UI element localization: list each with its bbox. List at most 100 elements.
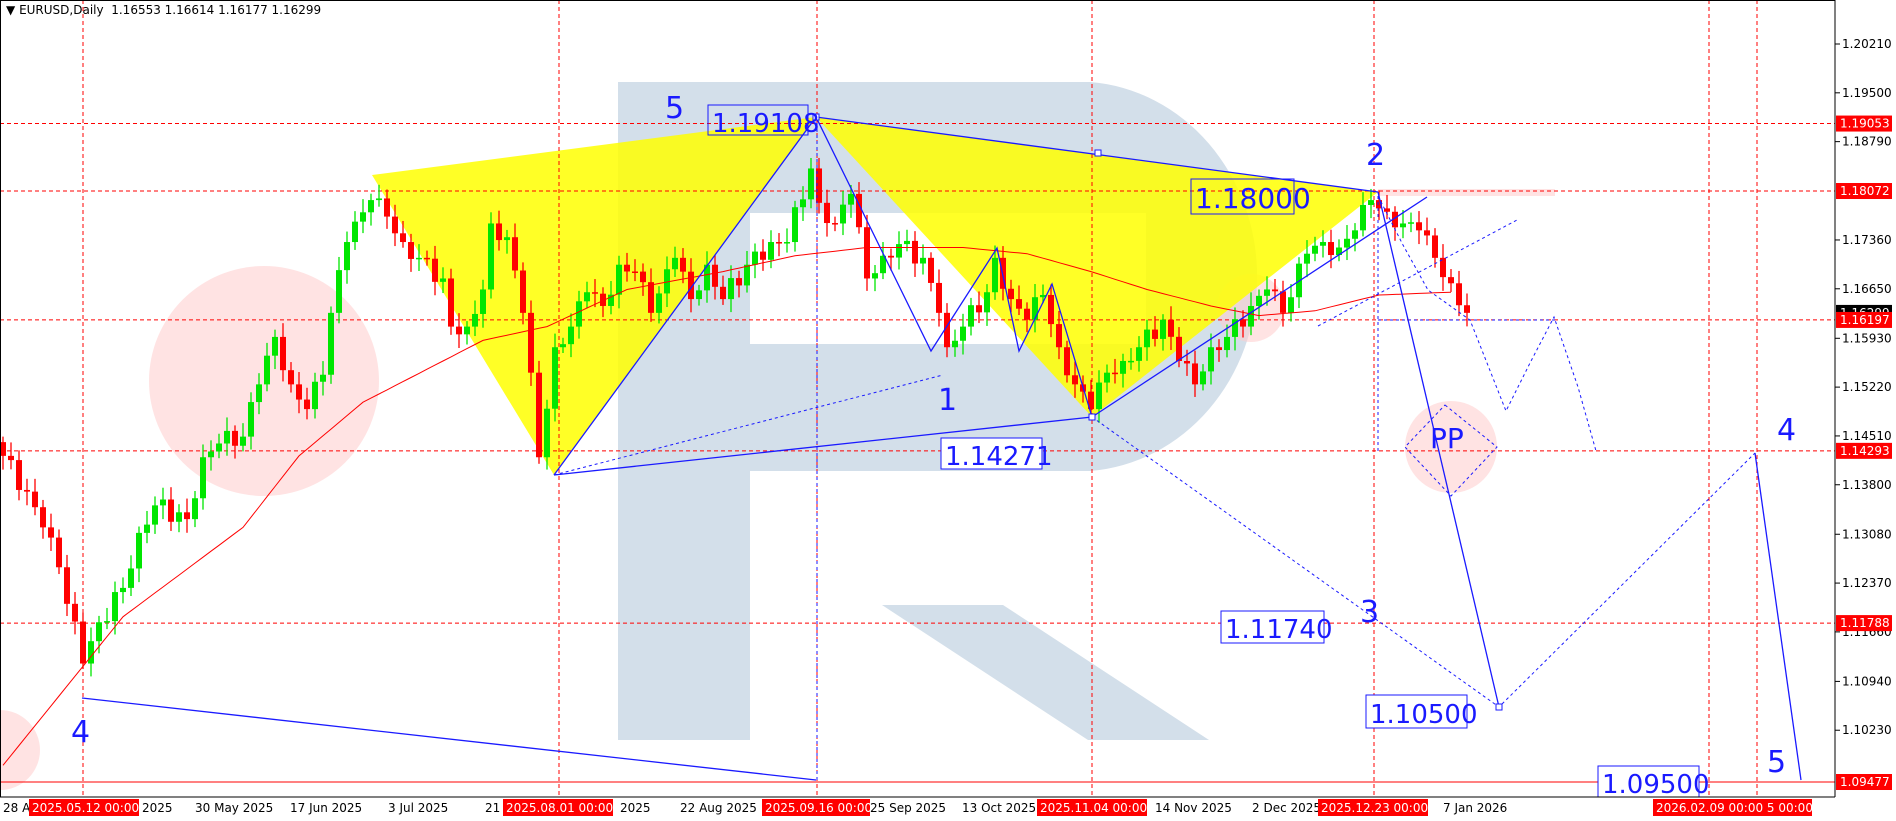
candle-body: [1200, 371, 1206, 385]
candle-body: [880, 255, 886, 274]
wave-label: 1: [938, 383, 957, 418]
candle: [1408, 212, 1414, 233]
candle: [1168, 306, 1174, 350]
candle: [896, 231, 902, 270]
candle-body: [264, 355, 270, 385]
candle-body: [912, 240, 918, 264]
time-axis[interactable]: 28 A 2025 30 May 2025 17 Jun 2025 3 Jul …: [3, 799, 1813, 816]
wave-drawings[interactable]: [81, 113, 1802, 781]
candle-body: [24, 489, 30, 492]
candle-body: [1304, 253, 1310, 264]
candle-body: [1344, 238, 1350, 248]
candle: [1320, 230, 1326, 258]
candle-body: [416, 257, 422, 260]
date-tick: 28 A: [3, 801, 31, 815]
candle-body: [496, 223, 502, 241]
candle-body: [144, 524, 150, 533]
candle: [296, 372, 302, 414]
candle-body: [1432, 235, 1438, 258]
candle-body: [368, 200, 374, 213]
candle-body: [1104, 372, 1110, 383]
candle-body: [72, 603, 78, 622]
candle-body: [432, 258, 438, 282]
candle: [1160, 314, 1166, 351]
candle-body: [816, 168, 822, 203]
candle-body: [560, 344, 566, 348]
candle: [976, 291, 982, 324]
pivot-circle: [1405, 401, 1497, 493]
candle: [952, 329, 958, 357]
candle: [488, 212, 494, 299]
fibo-triangle-left[interactable]: [372, 117, 816, 475]
candle: [1064, 340, 1070, 383]
price-marker-label: 1.16197: [1840, 313, 1890, 327]
candle-body: [240, 436, 246, 446]
candle-body: [1456, 283, 1462, 306]
candle: [24, 478, 30, 506]
candle: [336, 256, 342, 324]
candle: [368, 193, 374, 226]
candle-body: [392, 216, 398, 234]
candle-body: [128, 568, 134, 588]
candle: [688, 258, 694, 313]
candle-body: [856, 193, 862, 228]
candle-body: [672, 257, 678, 270]
date-tick: 22 Aug 2025: [680, 801, 757, 815]
price-tick: 1.20210: [1842, 37, 1892, 51]
candle-body: [1168, 319, 1174, 337]
candle: [512, 223, 518, 279]
triangle-down-icon[interactable]: ▼: [6, 3, 16, 17]
date-tick: 3 Jul 2025: [388, 801, 448, 815]
candle: [88, 627, 94, 677]
candle: [768, 230, 774, 269]
candle-body: [16, 460, 22, 490]
candle: [1312, 236, 1318, 262]
candle-body: [656, 293, 662, 313]
candle: [1352, 223, 1358, 252]
candle: [192, 490, 198, 528]
candle-body: [40, 507, 46, 528]
price-annotations[interactable]: 1.19108 1.18000 1.14271 1.11740 1.10500 …: [707, 104, 1710, 800]
candle: [440, 267, 446, 294]
candle: [1416, 211, 1422, 245]
candle-body: [1144, 329, 1150, 348]
candle-body: [864, 227, 870, 279]
candle-body: [184, 512, 190, 520]
candle-body: [1352, 230, 1358, 239]
candle: [168, 487, 174, 531]
candle-body: [1384, 208, 1390, 212]
candle: [16, 450, 22, 501]
candle-body: [984, 292, 990, 313]
candle-body: [536, 372, 542, 458]
candle-body: [1272, 289, 1278, 292]
candle: [504, 229, 510, 254]
candle-body: [1216, 347, 1222, 351]
date-tick: 14 Nov 2025: [1155, 801, 1232, 815]
candle: [264, 342, 270, 392]
candle-body: [48, 527, 54, 538]
price-axis[interactable]: 1.20210 1.19500 1.18790 1.17360 1.16650 1.159…: [1835, 37, 1892, 791]
candle: [992, 245, 998, 300]
candle: [1208, 333, 1214, 385]
wave-label: 4: [1777, 413, 1796, 448]
candle: [248, 392, 254, 450]
price-marker-label: 1.11788: [1840, 616, 1890, 630]
candle: [1096, 370, 1102, 423]
candle-body: [936, 282, 942, 313]
candle: [848, 184, 854, 218]
wave-label: 5: [1767, 745, 1786, 780]
candle: [536, 360, 542, 464]
date-marker: 2025.09.16 00:00: [765, 801, 872, 815]
candles: [0, 157, 1470, 677]
candle-body: [448, 278, 454, 327]
price-box-label: 1.10500: [1370, 700, 1478, 730]
candle: [160, 487, 166, 520]
candle-body: [1400, 223, 1406, 228]
pivot-label: PP: [1430, 422, 1464, 455]
candle-body: [696, 290, 702, 300]
level-lines: [0, 123, 1835, 783]
candle-body: [352, 221, 358, 243]
candle: [696, 284, 702, 306]
fibo-triangle-right[interactable]: [816, 117, 1378, 417]
